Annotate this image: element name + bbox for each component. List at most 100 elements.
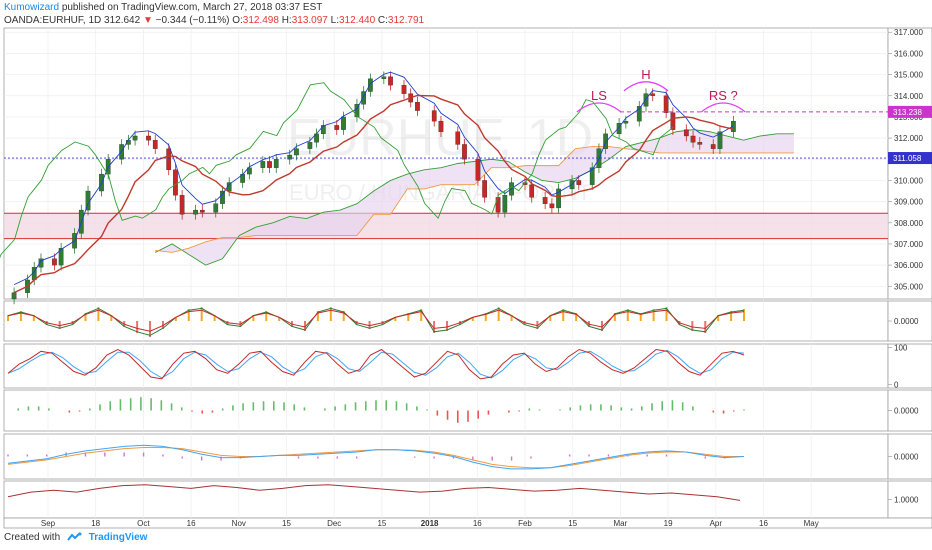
candle-body (603, 133, 609, 149)
candle-body (307, 142, 313, 149)
close-value: 312.791 (387, 15, 425, 26)
candle-body (663, 95, 669, 113)
candle-body (152, 140, 158, 149)
x-tick-label: 16 (473, 519, 482, 528)
candle-body (549, 203, 555, 209)
candle-body (731, 121, 736, 132)
candle-body (576, 180, 582, 185)
candle-body (179, 195, 185, 215)
support-zone (4, 213, 888, 239)
price-tag-value: 311.058 (893, 154, 922, 163)
x-tick-label: Dec (327, 519, 341, 528)
candle-body (146, 135, 151, 141)
candle-body (462, 144, 467, 160)
candle-body (542, 197, 548, 204)
published-text: published on TradingView.com, March 27, … (61, 2, 323, 13)
candle-body (415, 101, 420, 111)
down-arrow-icon: ▼ (142, 15, 153, 26)
x-tick-label: 18 (91, 519, 100, 528)
candle-body (556, 188, 561, 209)
x-tick-label: 19 (664, 519, 673, 528)
macd-line (7, 444, 745, 470)
candle-body (273, 159, 279, 168)
high-value: 313.097 (291, 15, 328, 26)
candle-body (643, 93, 649, 107)
x-tick-label: Nov (232, 519, 246, 528)
candle-body (287, 154, 293, 160)
price-change: −0.344 (−0.11%) (155, 15, 230, 26)
candle-body (388, 76, 393, 86)
senkou-span-b (155, 146, 794, 253)
candle-body (52, 258, 57, 266)
candle-body (690, 135, 696, 143)
candle-body (173, 169, 178, 196)
candle-body (267, 161, 272, 168)
y-tick-label: 316.000 (894, 49, 923, 58)
candle-body (11, 292, 17, 300)
candle-body (38, 258, 44, 268)
pattern-label: RS ? (709, 88, 738, 103)
candle-body (482, 180, 488, 198)
candle-body (368, 78, 373, 92)
candle-body (616, 123, 622, 135)
x-tick-label: 15 (282, 519, 291, 528)
oscillator-signal-line (7, 309, 745, 332)
x-tick-label: 16 (187, 519, 196, 528)
symbol-name[interactable]: OANDA:EURHUF, 1D (4, 15, 102, 26)
candle-body (636, 106, 642, 122)
y-tick-label: 312.000 (894, 134, 923, 143)
candle-body (650, 93, 656, 96)
x-tick-label: Oct (137, 519, 150, 528)
y-tick-label: 0.0000 (894, 453, 919, 462)
tradingview-logo-icon (67, 532, 82, 541)
last-price: 312.642 (104, 15, 141, 26)
y-tick-label: 0.0000 (894, 407, 919, 416)
candle-body (58, 248, 64, 266)
ichimoku-cloud (155, 129, 794, 266)
pattern-label: H (641, 67, 650, 82)
candle-body (710, 144, 716, 149)
time-axis (3, 517, 932, 529)
low-value: 312.440 (338, 15, 376, 26)
candle-body (431, 110, 437, 122)
candle-body (260, 161, 266, 168)
candle-body (226, 182, 232, 192)
candle-body (334, 125, 340, 130)
x-tick-label: May (804, 519, 819, 528)
candle-body (294, 148, 299, 156)
candle-body (341, 116, 346, 130)
y-tick-label: 100 (894, 344, 908, 353)
footer: Created with TradingView (4, 532, 147, 543)
candle-body (502, 195, 508, 213)
symbol-legend: OANDA:EURHUF, 1D 312.642 ▼ −0.344 (−0.11… (4, 15, 424, 26)
stoch-k-line (7, 348, 745, 380)
candle-body (589, 167, 595, 185)
candle-body (320, 125, 326, 135)
x-tick-label: 15 (568, 519, 577, 528)
x-tick-label: 15 (377, 519, 386, 528)
price-tag-value: 313.238 (893, 108, 922, 117)
x-tick-label: Sep (41, 519, 56, 528)
pattern-arc (623, 81, 669, 92)
stoch-d-line (7, 349, 745, 379)
candle-body (697, 142, 703, 145)
tradingview-brand[interactable]: TradingView (88, 532, 148, 543)
candle-body (381, 76, 387, 79)
y-tick-label: 310.000 (894, 176, 923, 185)
pattern-arc (576, 102, 622, 113)
price-tag (888, 152, 932, 165)
x-tick-label: 16 (759, 519, 768, 528)
x-tick-label: Mar (614, 519, 628, 528)
oscillator-line (7, 307, 745, 336)
ratio-line (7, 484, 741, 501)
open-label: O: (232, 15, 243, 26)
kijun-line (13, 94, 734, 294)
author-link[interactable]: Kumowizard (4, 2, 60, 13)
candle-body (193, 209, 198, 215)
publish-info: Kumowizard published on TradingView.com,… (4, 2, 322, 13)
candle-body (247, 167, 252, 175)
price-axis (887, 389, 932, 432)
x-tick-label: Feb (518, 519, 532, 528)
candle-body (199, 209, 205, 213)
